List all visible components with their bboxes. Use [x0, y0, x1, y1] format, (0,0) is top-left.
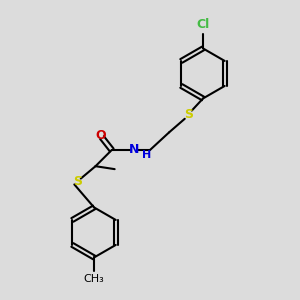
Text: S: S: [73, 175, 82, 188]
Text: H: H: [142, 150, 151, 160]
Text: O: O: [95, 129, 106, 142]
Text: Cl: Cl: [196, 18, 210, 31]
Text: N: N: [129, 143, 139, 157]
Text: S: S: [184, 108, 193, 121]
Text: CH₃: CH₃: [84, 274, 104, 284]
